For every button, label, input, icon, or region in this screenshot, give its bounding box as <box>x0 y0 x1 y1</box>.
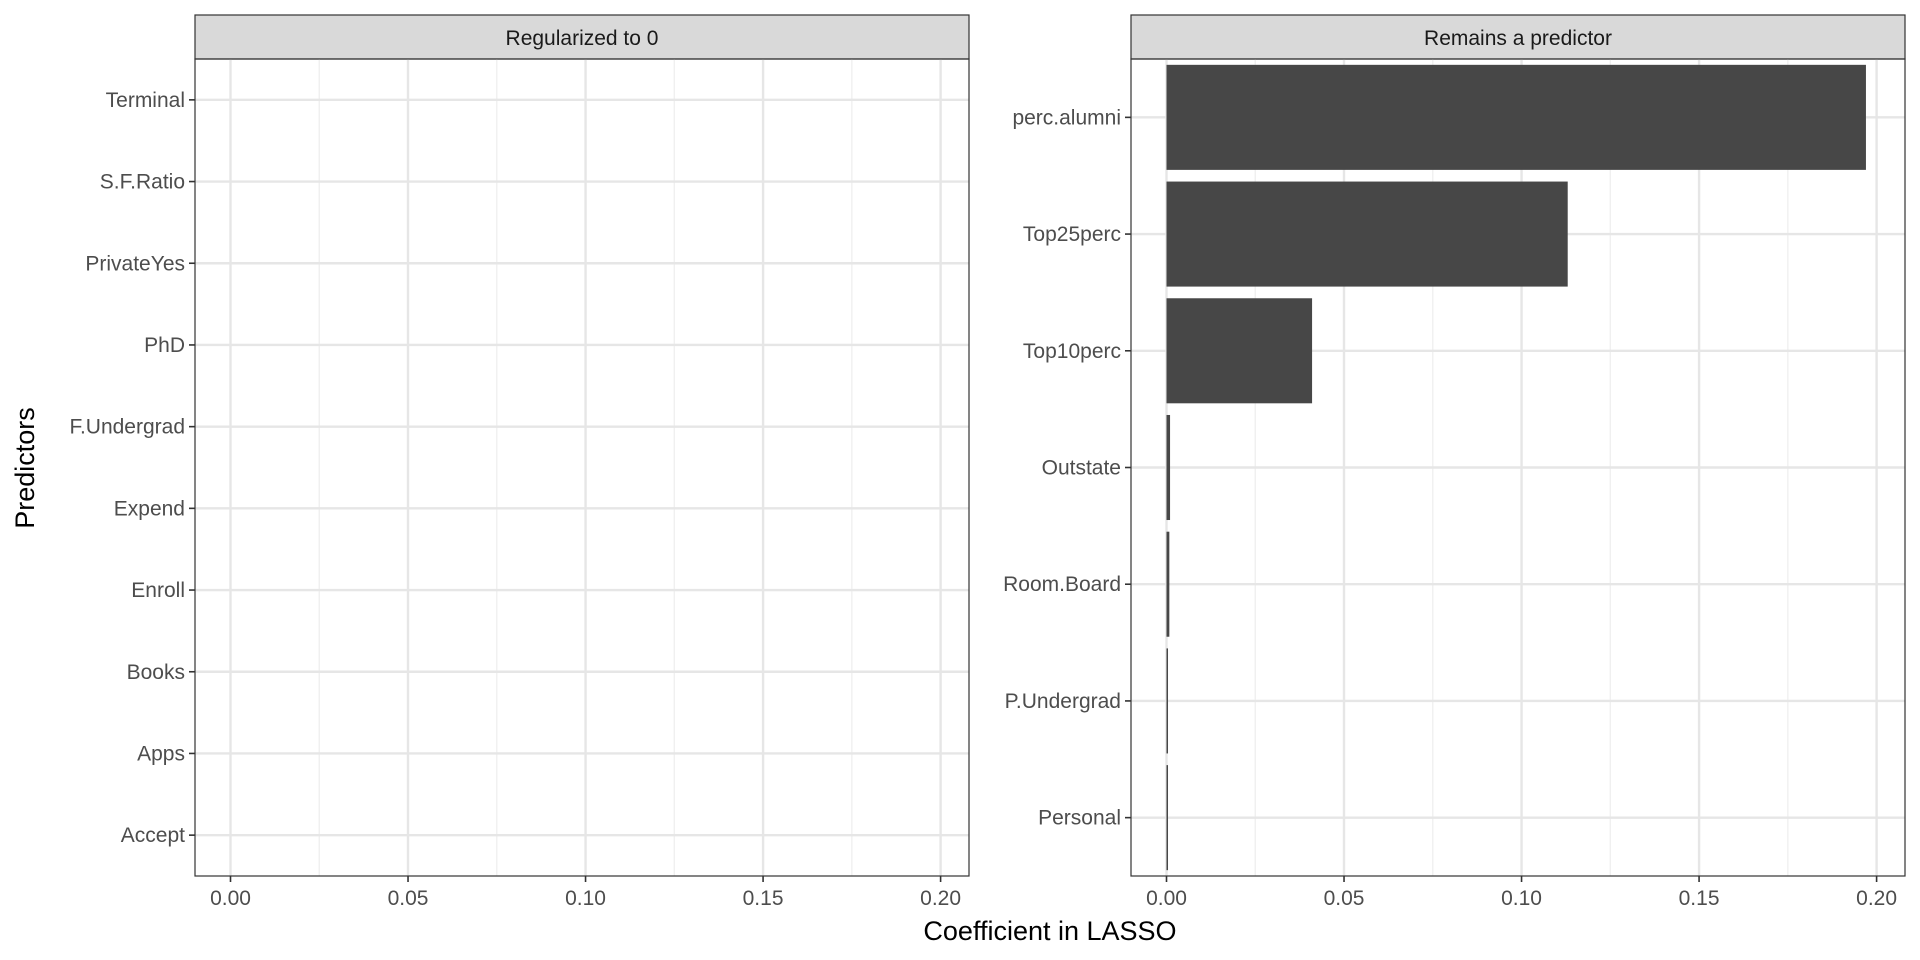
bar <box>1166 64 1866 170</box>
y-tick-label: perc.alumni <box>1012 106 1121 129</box>
y-tick-label: Personal <box>1038 807 1121 830</box>
y-tick-label: PhD <box>144 334 185 357</box>
panel-title: Remains a predictor <box>1424 27 1612 50</box>
panel-regularized-to-zero: Regularized to 0 Terminal S.F.Ratio Privat… <box>69 14 970 910</box>
bar <box>1166 648 1169 754</box>
panel-bars <box>1166 64 1866 871</box>
x-tick-label: 0.10 <box>1501 887 1542 910</box>
panel-title: Regularized to 0 <box>506 27 659 50</box>
y-tick-label: S.F.Ratio <box>100 171 185 194</box>
y-tick-label: Outstate <box>1042 457 1121 480</box>
y-tick-label: Top10perc <box>1023 340 1121 363</box>
x-axis: 0.00 0.05 0.10 0.15 0.20 <box>1146 876 1897 910</box>
x-axis-title: Coefficient in LASSO <box>923 916 1176 946</box>
y-tick-label: PrivateYes <box>85 252 185 275</box>
x-tick-label: 0.15 <box>743 887 784 910</box>
x-tick-label: 0.15 <box>1679 887 1720 910</box>
panel-grid <box>195 59 969 876</box>
y-tick-label: F.Undergrad <box>69 416 185 439</box>
x-tick-label: 0.05 <box>388 887 429 910</box>
panel-strip <box>194 14 970 60</box>
panel-remains-a-predictor: Remains a predictor perc.alumni Top25perc… <box>1003 14 1906 910</box>
y-axis: Terminal S.F.Ratio PrivateYes PhD F.Undergra… <box>69 89 195 847</box>
bar <box>1166 531 1170 637</box>
panel-border <box>194 58 970 877</box>
bar <box>1166 765 1169 871</box>
y-axis-title: Predictors <box>10 407 40 529</box>
x-tick-label: 0.00 <box>210 887 251 910</box>
bar <box>1166 414 1171 521</box>
y-tick-label: Terminal <box>106 89 185 112</box>
panel-strip <box>1130 14 1906 60</box>
x-axis: 0.00 0.05 0.10 0.15 0.20 <box>210 876 961 910</box>
bar <box>1166 298 1313 404</box>
y-tick-label: Apps <box>137 742 185 765</box>
x-tick-label: 0.10 <box>565 887 606 910</box>
y-tick-label: Expend <box>114 497 185 520</box>
y-tick-label: Enroll <box>131 579 185 602</box>
x-tick-label: 0.20 <box>1856 887 1897 910</box>
y-tick-label: Accept <box>121 824 185 847</box>
y-tick-label: Books <box>127 661 185 684</box>
x-tick-label: 0.00 <box>1146 887 1187 910</box>
bar <box>1166 181 1568 287</box>
x-tick-label: 0.20 <box>920 887 961 910</box>
y-tick-label: Room.Board <box>1003 573 1121 596</box>
y-tick-label: Top25perc <box>1023 223 1121 246</box>
panel-grid <box>1131 59 1905 876</box>
y-axis: perc.alumni Top25perc Top10perc Outstate Roo… <box>1003 106 1131 830</box>
y-tick-label: P.Undergrad <box>1005 690 1121 713</box>
x-tick-label: 0.05 <box>1324 887 1365 910</box>
